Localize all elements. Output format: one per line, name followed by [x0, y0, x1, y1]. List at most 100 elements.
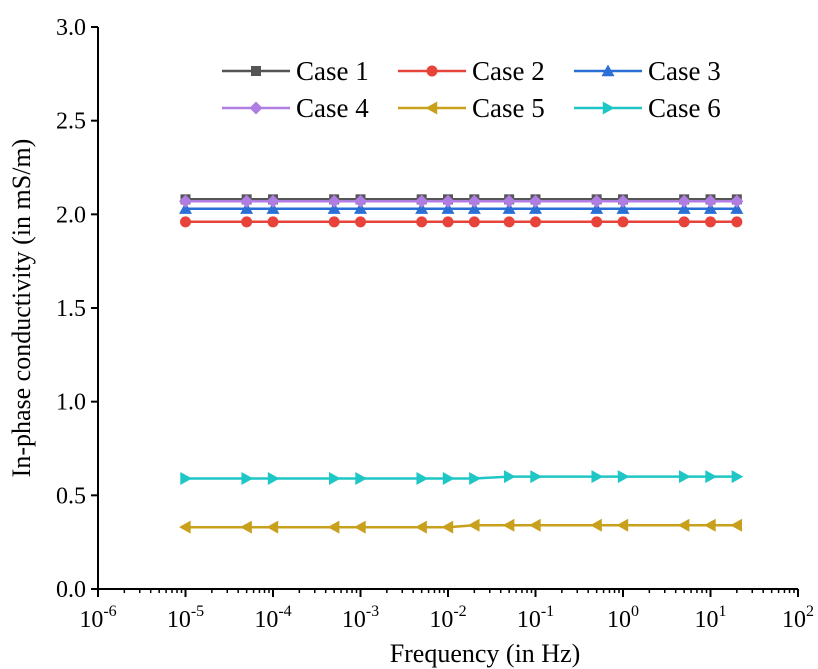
legend-marker	[251, 66, 261, 76]
data-point	[590, 202, 604, 214]
data-point	[328, 216, 340, 228]
data-point	[327, 520, 340, 534]
data-point	[467, 194, 481, 208]
data-point	[442, 216, 454, 228]
data-point	[416, 216, 428, 228]
data-point	[677, 202, 691, 214]
x-axis-label: Frequency (in Hz)	[390, 639, 581, 668]
data-point	[267, 216, 279, 228]
y-axis-label: In-phase conductivity (in mS/m)	[7, 139, 36, 478]
data-point	[180, 216, 191, 228]
data-point	[730, 202, 744, 214]
data-point	[354, 520, 366, 534]
data-point	[731, 470, 744, 484]
data-point	[179, 194, 192, 208]
data-point	[529, 194, 542, 208]
legend-marker	[601, 64, 615, 77]
data-point	[530, 470, 542, 484]
data-point	[590, 194, 604, 208]
data-point	[529, 202, 542, 214]
data-point	[731, 216, 743, 228]
data-point	[415, 194, 429, 208]
data-point	[354, 194, 367, 208]
data-point	[502, 202, 516, 214]
data-point	[416, 471, 429, 485]
x-tick-label: 102	[782, 603, 814, 633]
data-point	[467, 518, 480, 532]
data-point	[180, 471, 192, 485]
legend-item-1: Case 1	[222, 56, 369, 86]
data-point	[503, 216, 515, 228]
y-tick-label: 3.0	[56, 15, 86, 41]
legend-label: Case 1	[296, 56, 369, 86]
data-point	[355, 216, 366, 228]
data-point	[704, 194, 717, 208]
data-point	[266, 194, 280, 208]
data-point	[240, 194, 254, 208]
series-3	[179, 202, 744, 214]
data-point	[502, 194, 516, 208]
legend-marker	[602, 101, 615, 115]
legend-label: Case 3	[648, 56, 721, 86]
data-point	[617, 216, 629, 228]
data-point	[327, 202, 341, 214]
data-point	[415, 520, 427, 534]
x-tick-label: 10-4	[254, 603, 291, 633]
data-point	[704, 202, 717, 214]
data-point	[266, 202, 280, 214]
data-point	[469, 471, 481, 485]
y-tick-label: 2.5	[56, 109, 86, 135]
data-point	[529, 518, 541, 532]
data-point	[442, 471, 455, 485]
x-tick-label: 10-1	[517, 603, 554, 633]
data-point	[616, 202, 630, 214]
data-point	[704, 518, 716, 532]
data-point	[677, 518, 690, 532]
legend-label: Case 2	[472, 56, 545, 86]
data-point	[441, 194, 455, 208]
data-point	[530, 216, 541, 228]
data-point	[241, 471, 254, 485]
legend: Case 1 Case 2 Case 3 Case 4 Case 5 Case 6	[222, 56, 721, 123]
y-tick-label: 0.0	[56, 577, 86, 603]
data-point	[616, 518, 629, 532]
data-point	[730, 518, 743, 532]
data-point	[705, 216, 716, 228]
data-point	[730, 194, 744, 208]
legend-label: Case 4	[296, 93, 369, 123]
data-point	[354, 202, 367, 214]
data-point	[467, 202, 481, 214]
data-point	[468, 216, 480, 228]
data-point	[328, 471, 341, 485]
series-layer	[179, 194, 744, 534]
data-point	[267, 471, 280, 485]
y-tick-label: 1.0	[56, 390, 86, 416]
legend-label: Case 6	[648, 93, 721, 123]
x-tick-label: 10-3	[342, 603, 379, 633]
data-point	[240, 202, 254, 214]
data-point	[617, 470, 630, 484]
data-point	[327, 194, 341, 208]
data-point	[616, 194, 630, 208]
data-point	[241, 216, 253, 228]
data-point	[441, 202, 455, 214]
data-point	[591, 470, 604, 484]
legend-item-5: Case 5	[398, 93, 545, 123]
data-point	[502, 518, 515, 532]
data-point	[266, 520, 279, 534]
x-tick-label: 10-2	[429, 603, 466, 633]
x-axis-ticks: 10-6 10-5 10-4 10-3 10-2 10-1 100 101 102	[79, 589, 814, 633]
legend-marker	[426, 65, 438, 77]
legend-item-2: Case 2	[398, 56, 545, 86]
x-tick-label: 10-5	[167, 603, 204, 633]
data-point	[677, 194, 691, 208]
data-point	[179, 202, 192, 214]
data-point	[678, 216, 690, 228]
y-tick-label: 0.5	[56, 483, 86, 509]
series-4	[179, 194, 744, 208]
series-1	[180, 194, 742, 205]
legend-marker	[249, 101, 263, 115]
y-axis-ticks: 0.0 0.5 1.0 1.5 2.0 2.5 3.0	[56, 15, 98, 603]
data-point	[503, 470, 516, 484]
